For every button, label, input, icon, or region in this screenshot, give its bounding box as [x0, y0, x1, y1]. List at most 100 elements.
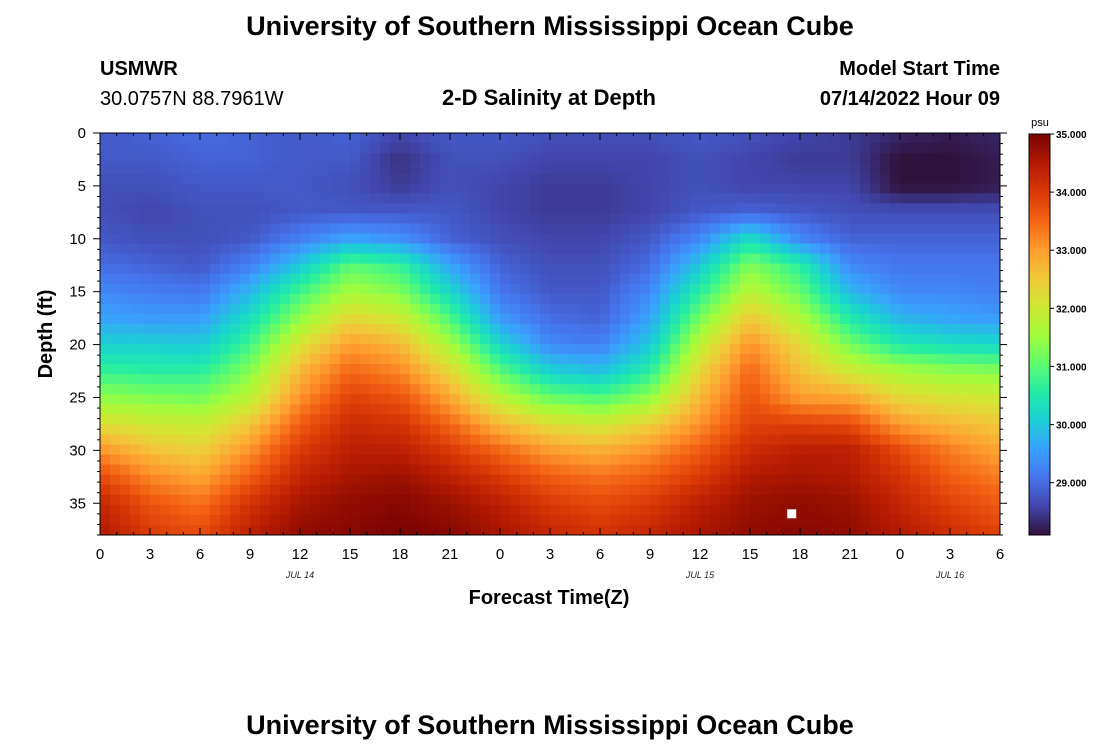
heatmap-cell	[800, 504, 811, 516]
heatmap-cell	[830, 143, 841, 154]
heatmap-cell	[460, 384, 471, 395]
heatmap-cell	[220, 504, 231, 516]
heatmap-cell	[220, 203, 231, 214]
heatmap-cell	[970, 233, 981, 245]
heatmap-cell	[410, 444, 421, 456]
heatmap-cell	[540, 524, 551, 535]
heatmap-cell	[840, 213, 851, 225]
heatmap-cell	[910, 323, 921, 335]
heatmap-cell	[400, 163, 411, 174]
heatmap-cell	[520, 504, 531, 516]
heatmap-cell	[940, 484, 951, 496]
heatmap-cell	[640, 424, 651, 436]
heatmap-cell	[920, 253, 931, 265]
heatmap-cell	[810, 313, 821, 325]
heatmap-cell	[650, 303, 661, 315]
heatmap-cell	[750, 504, 761, 516]
heatmap-cell	[200, 203, 211, 214]
heatmap-cell	[710, 414, 721, 426]
heatmap-cell	[910, 514, 921, 526]
heatmap-cell	[680, 524, 691, 535]
heatmap-cell	[470, 384, 481, 395]
heatmap-cell	[760, 454, 771, 466]
heatmap-cell	[410, 283, 421, 295]
heatmap-cell	[870, 263, 881, 275]
heatmap-cell	[710, 183, 721, 194]
heatmap-cell	[120, 504, 131, 516]
heatmap-cell	[910, 464, 921, 476]
heatmap-cell	[510, 143, 521, 154]
heatmap-cell	[200, 243, 211, 255]
heatmap-cell	[570, 394, 581, 405]
heatmap-cell	[920, 283, 931, 295]
heatmap-cell	[350, 133, 361, 144]
heatmap-cell	[700, 253, 711, 265]
heatmap-cell	[680, 464, 691, 476]
heatmap-cell	[630, 263, 641, 275]
heatmap-cell	[820, 193, 831, 204]
heatmap-cell	[310, 494, 321, 506]
heatmap-cell	[750, 193, 761, 204]
heatmap-cell	[420, 334, 431, 345]
heatmap-cell	[890, 143, 901, 154]
heatmap-cell	[100, 424, 111, 436]
heatmap-cell	[380, 143, 391, 154]
heatmap-cell	[960, 354, 971, 365]
heatmap-cell	[930, 303, 941, 315]
heatmap-cell	[410, 414, 421, 426]
heatmap-cell	[850, 133, 861, 144]
heatmap-cell	[260, 424, 271, 436]
heatmap-cell	[750, 263, 761, 275]
heatmap-cell	[780, 464, 791, 476]
heatmap-cell	[640, 394, 651, 405]
heatmap-cell	[460, 213, 471, 225]
heatmap-cell	[710, 384, 721, 395]
heatmap-cell	[720, 143, 731, 154]
heatmap-cell	[920, 323, 931, 335]
heatmap-cell	[500, 283, 511, 295]
heatmap-cell	[750, 494, 761, 506]
heatmap-cell	[350, 213, 361, 225]
heatmap-cell	[810, 213, 821, 225]
heatmap-cell	[850, 263, 861, 275]
heatmap-cell	[630, 414, 641, 426]
heatmap-cell	[270, 243, 281, 255]
heatmap-cell	[520, 323, 531, 335]
heatmap-cell	[140, 464, 151, 476]
heatmap-cell	[760, 213, 771, 225]
heatmap-cell	[440, 293, 451, 305]
heatmap-cell	[760, 524, 771, 535]
heatmap-cell	[520, 203, 531, 214]
heatmap-cell	[380, 323, 391, 335]
heatmap-cell	[910, 283, 921, 295]
y-axis-label: Depth (ft)	[35, 290, 57, 379]
heatmap-cell	[460, 434, 471, 446]
heatmap-cell	[530, 454, 541, 466]
heatmap-cell	[720, 313, 731, 325]
heatmap-cell	[480, 323, 491, 335]
heatmap-cell	[470, 263, 481, 275]
heatmap-cell	[800, 273, 811, 285]
heatmap-cell	[530, 404, 541, 415]
heatmap-cell	[280, 203, 291, 214]
heatmap-cell	[960, 273, 971, 285]
heatmap-cell	[900, 394, 911, 405]
heatmap-cell	[890, 183, 901, 194]
heatmap-cell	[540, 153, 551, 164]
heatmap-cell	[730, 414, 741, 426]
heatmap-cell	[430, 203, 441, 214]
heatmap-cell	[860, 524, 871, 535]
heatmap-cell	[410, 394, 421, 405]
heatmap-cell	[990, 434, 1000, 446]
heatmap-cell	[550, 484, 561, 496]
heatmap-cell	[720, 474, 731, 486]
heatmap-cell	[450, 484, 461, 496]
heatmap-cell	[770, 303, 781, 315]
heatmap-cell	[880, 153, 891, 164]
heatmap-cell	[980, 323, 991, 335]
heatmap-cell	[540, 424, 551, 436]
heatmap-cell	[750, 394, 761, 405]
heatmap-cell	[600, 494, 611, 506]
heatmap-cell	[470, 404, 481, 415]
